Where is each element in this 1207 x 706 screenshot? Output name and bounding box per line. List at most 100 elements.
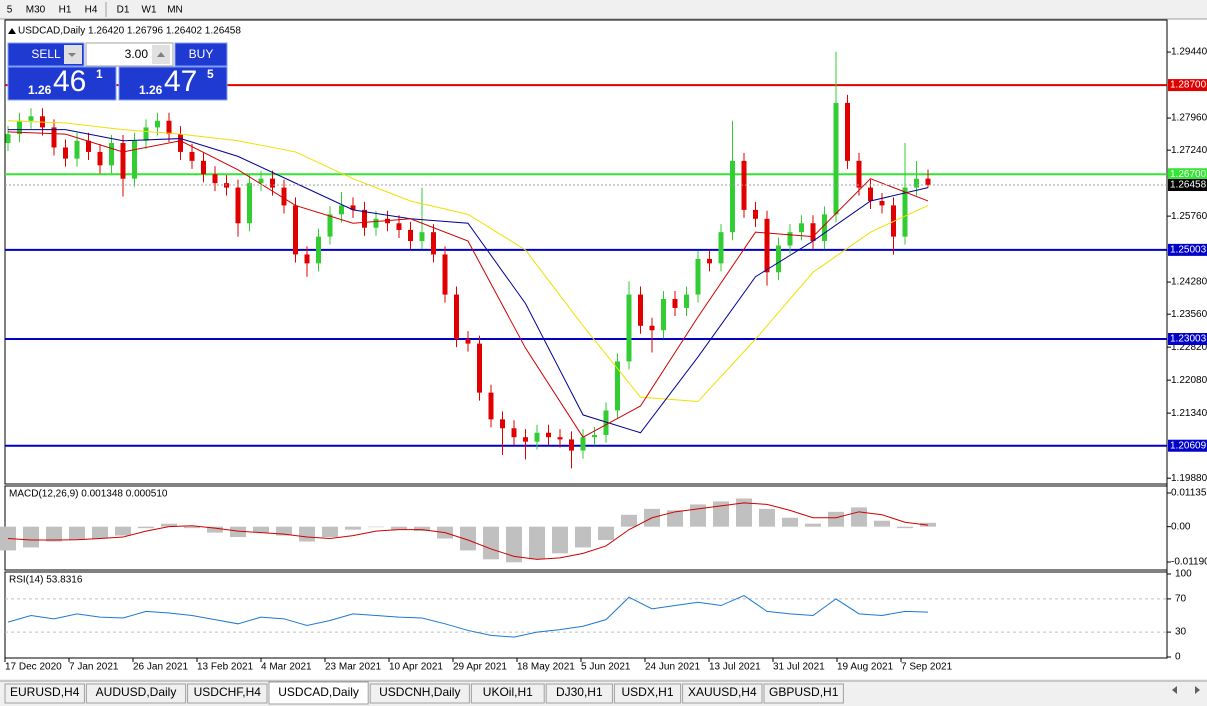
tab[interactable]	[187, 683, 268, 704]
buy-label: BUY	[189, 47, 214, 61]
tab[interactable]	[369, 683, 470, 704]
timeframe-button[interactable]	[162, 1, 188, 18]
y-tick-label: 1.27960	[1171, 113, 1207, 124]
candle-body	[511, 428, 517, 438]
candle-body	[281, 187, 287, 206]
timeframe-label: 5	[7, 5, 13, 16]
candle-body	[86, 140, 91, 152]
candle-body	[28, 116, 34, 121]
candle-body	[488, 392, 494, 420]
tab-label[interactable]: USDX,H1	[621, 685, 673, 699]
timeframe-button[interactable]	[19, 1, 52, 18]
timeframe-button[interactable]	[136, 1, 162, 18]
candle-body	[178, 134, 183, 152]
candle-body	[902, 187, 908, 237]
rsi-tick-label: 0	[1175, 652, 1181, 663]
timeframe-button[interactable]	[0, 1, 19, 18]
candle-body	[258, 178, 264, 184]
y-tick-label: 1.29440	[1171, 47, 1207, 58]
candle-body	[155, 120, 160, 128]
level-label-bg	[1168, 243, 1207, 256]
timeframe-label: D1	[117, 5, 130, 16]
rsi-label: RSI(14) 53.8316	[9, 575, 83, 586]
candle-body	[592, 434, 597, 438]
tab[interactable]	[470, 683, 545, 704]
tab[interactable]	[545, 683, 613, 704]
tab-label[interactable]: GBPUSD,H1	[769, 685, 839, 699]
candle-body	[753, 209, 758, 219]
macd-histogram-bar	[207, 526, 223, 533]
volume-up-arrow[interactable]	[157, 52, 165, 57]
timeframe-button[interactable]	[78, 1, 104, 18]
chart: USDCAD,Daily 1.26420 1.26796 1.26402 1.2…	[0, 19, 1207, 673]
rsi-tick-label: 30	[1175, 627, 1187, 638]
macd-histogram-bar	[782, 517, 798, 527]
tab[interactable]	[85, 683, 187, 704]
price-button[interactable]	[118, 66, 228, 101]
candle-body	[799, 223, 804, 233]
date-label: 7 Jan 2021	[69, 662, 119, 673]
date-label: 29 Apr 2021	[453, 662, 507, 673]
tab-label[interactable]: AUDUSD,Daily	[96, 685, 177, 699]
tab[interactable]	[613, 683, 682, 704]
tab-label[interactable]: EURUSD,H4	[10, 685, 80, 699]
candle-body	[868, 187, 873, 201]
candle-body	[730, 160, 735, 233]
candle-body	[856, 160, 862, 188]
macd-histogram-bar	[483, 526, 499, 560]
price-point: 1	[96, 67, 103, 81]
candle-body	[822, 214, 827, 242]
date-label: 31 Jul 2021	[773, 662, 825, 673]
tab[interactable]	[268, 681, 369, 705]
y-tick-label: 1.27240	[1171, 145, 1207, 156]
candle-body	[327, 214, 333, 237]
rsi-line	[7, 595, 929, 638]
macd-histogram-bar	[460, 526, 476, 551]
scroll-right[interactable]	[1195, 686, 1200, 694]
macd-histogram-bar	[575, 526, 591, 548]
candle-body	[879, 200, 885, 206]
candle-body	[419, 232, 425, 242]
tab[interactable]	[682, 683, 763, 704]
candle-body	[5, 134, 11, 144]
timeframe-label: W1	[142, 5, 157, 16]
tab[interactable]	[4, 683, 85, 704]
tab-label[interactable]: USDCNH,Daily	[379, 685, 460, 699]
tab[interactable]	[763, 683, 844, 704]
candle-body	[350, 205, 356, 210]
price-button[interactable]	[7, 66, 117, 101]
volume-down-arrow[interactable]	[68, 53, 76, 57]
level-label-bg	[1168, 439, 1207, 452]
current-price-bg	[1168, 179, 1207, 192]
macd-histogram-bar	[552, 526, 568, 554]
macd-histogram-bar	[138, 526, 154, 529]
rsi-tick-label: 70	[1175, 594, 1187, 605]
candle-body	[316, 236, 321, 264]
macd-histogram-bar	[322, 526, 338, 538]
tab-label[interactable]: XAUUSD,H4	[688, 685, 757, 699]
macd-histogram-bar	[368, 526, 384, 528]
tab-label[interactable]: DJ30,H1	[556, 685, 603, 699]
timeframe-button[interactable]	[110, 1, 136, 18]
date-label: 13 Feb 2021	[197, 662, 254, 673]
collapse-arrow[interactable]	[8, 28, 16, 34]
candle-body	[304, 254, 310, 264]
buy-button[interactable]	[174, 42, 228, 67]
tab-label[interactable]: UKOil,H1	[483, 685, 533, 699]
level-label-bg	[1168, 168, 1207, 181]
timeframe-button[interactable]	[52, 1, 78, 18]
y-tick-label: 1.25760	[1171, 211, 1207, 222]
candle-body	[17, 120, 22, 135]
macd-histogram-bar	[690, 504, 706, 527]
candle-body	[270, 178, 275, 188]
tab-label[interactable]: USDCHF,H4	[194, 685, 262, 699]
candle-body	[465, 339, 471, 344]
candle-body	[569, 439, 574, 451]
volume-value[interactable]: 3.00	[125, 47, 149, 61]
candle-body	[396, 223, 402, 230]
macd-histogram-bar	[828, 511, 844, 527]
scroll-left[interactable]	[1172, 686, 1177, 694]
timeframe-toolbar: 5 M30 H1 H4 D1 W1 MN	[0, 0, 1207, 20]
macd-histogram-bar	[46, 526, 62, 542]
tab-label[interactable]: USDCAD,Daily	[278, 685, 359, 699]
